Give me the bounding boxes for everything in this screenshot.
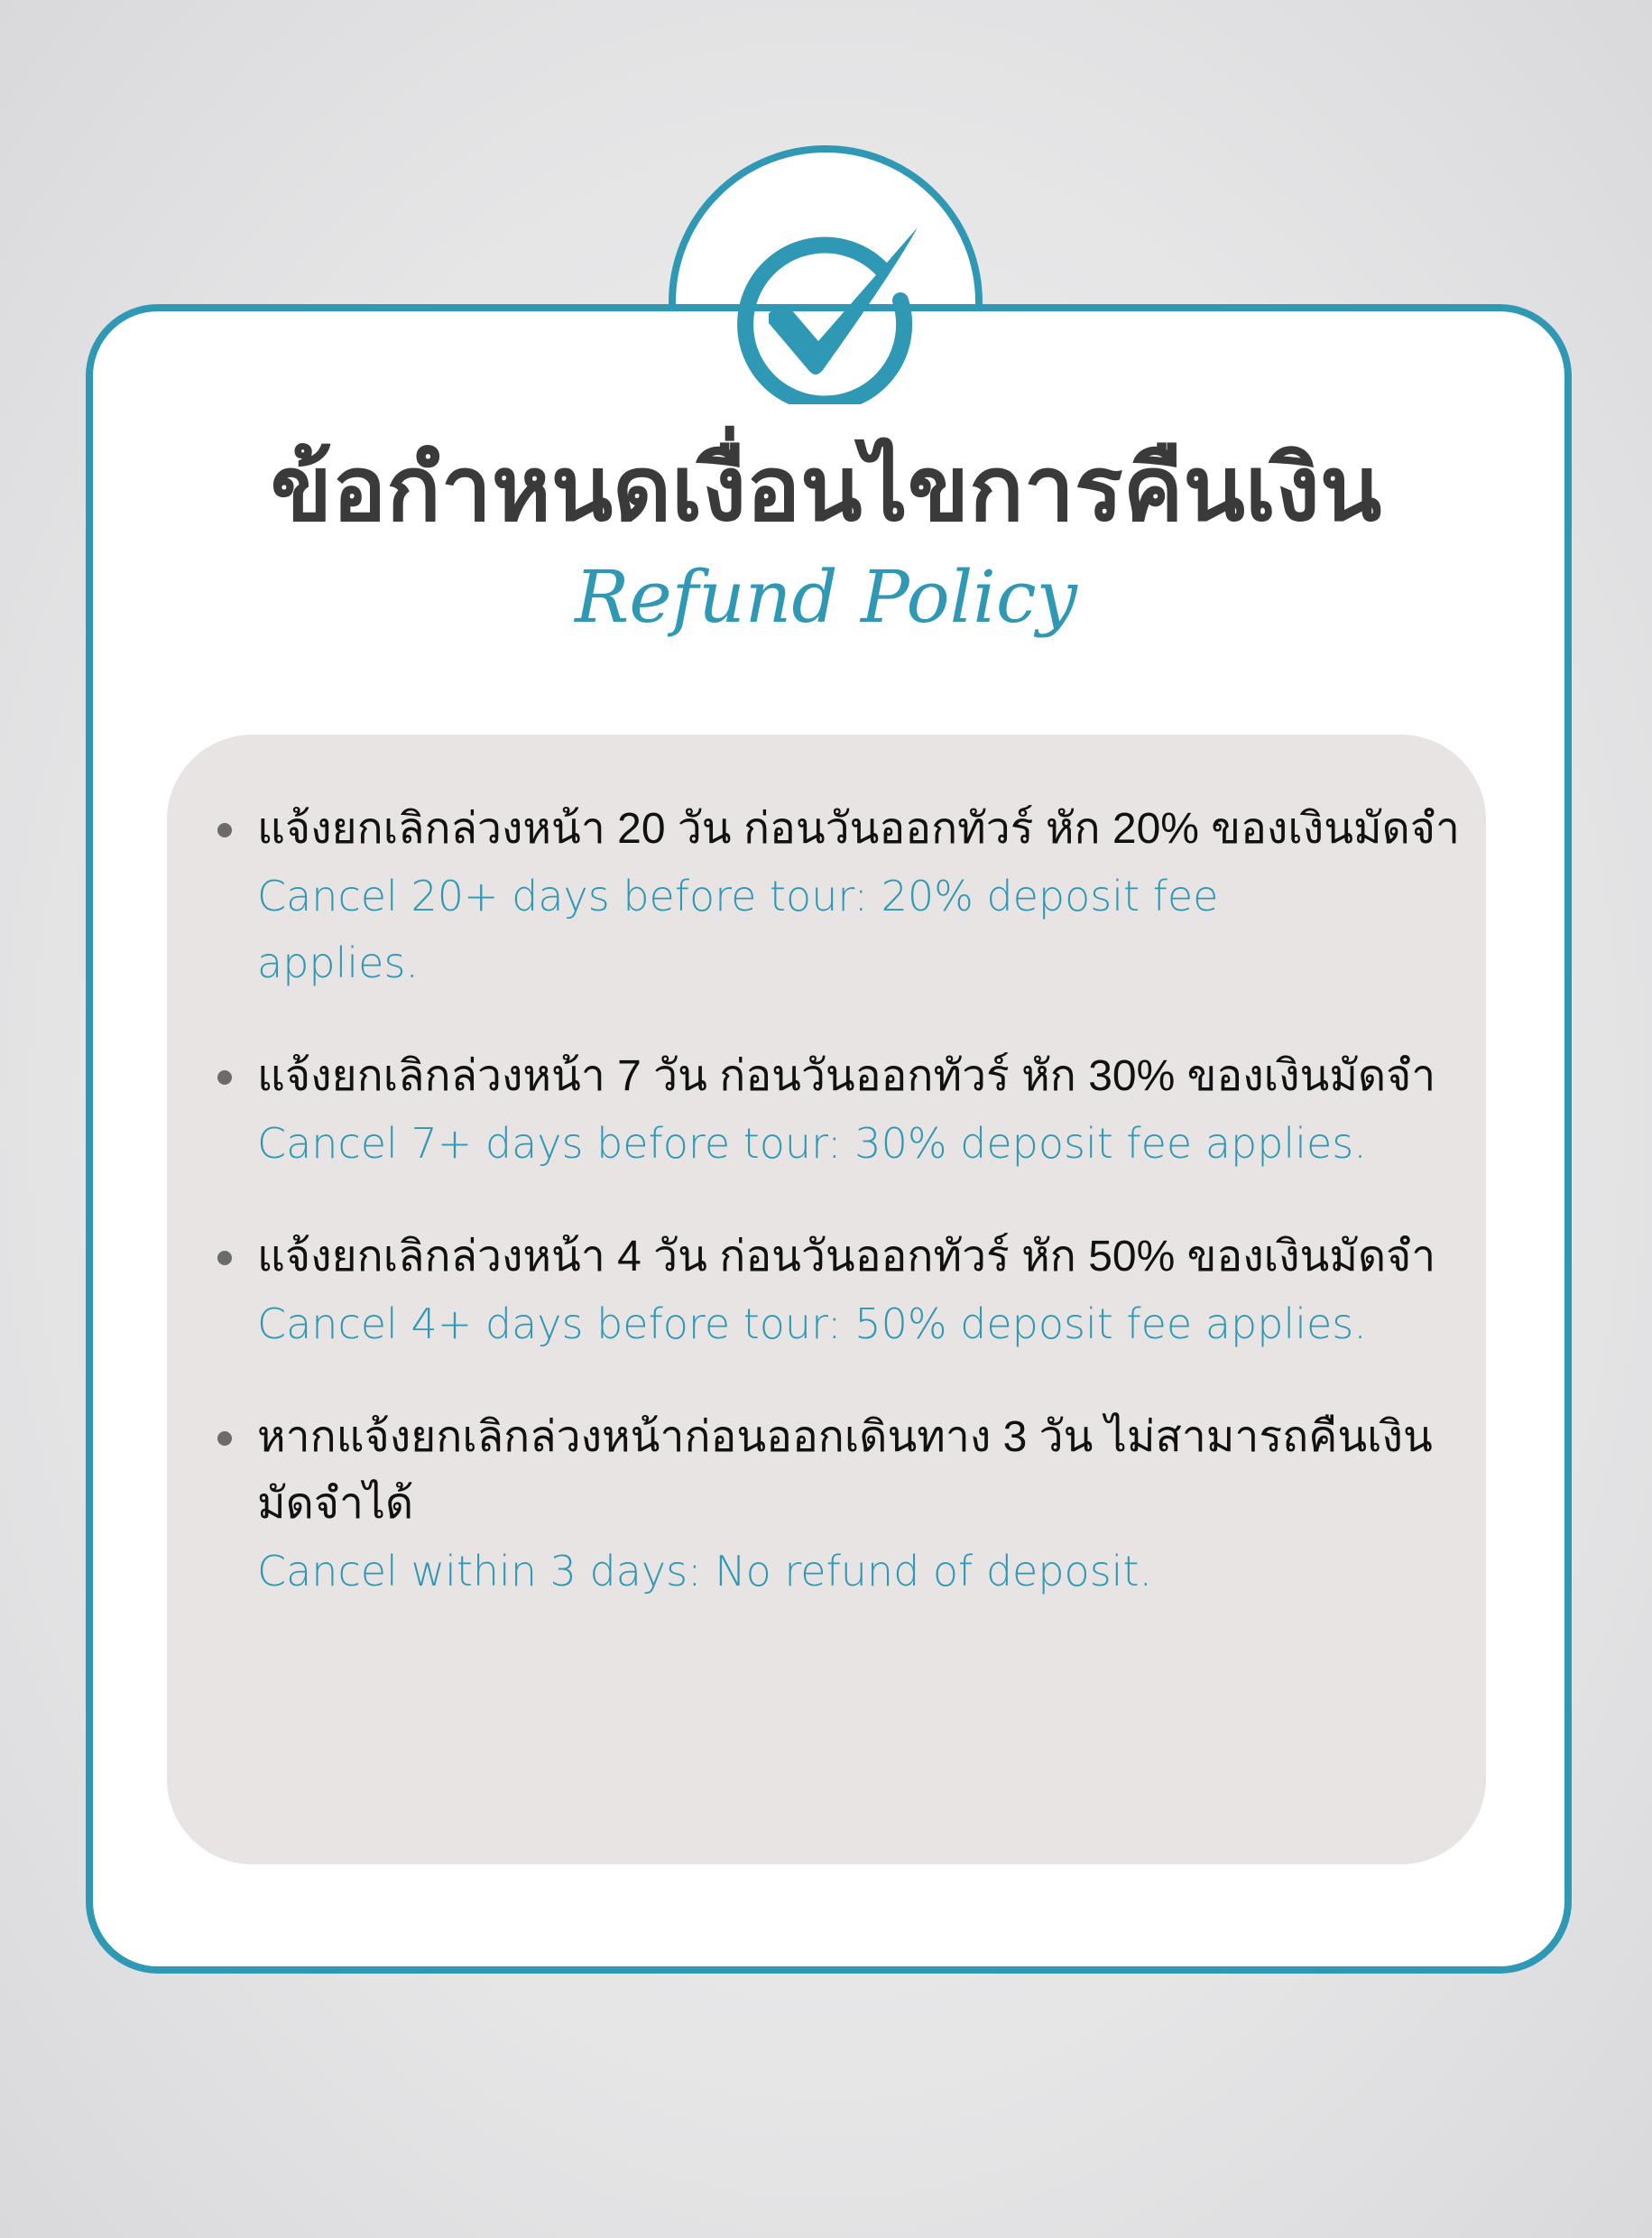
policy-text-en: Cancel within 3 days: No refund of depos…	[257, 1547, 1153, 1595]
policy-text-en: Cancel 7+ days before tour: 30% deposit …	[257, 1119, 1367, 1168]
bump-cover	[676, 311, 975, 429]
policy-item: แจ้งยกเลิกล่วงหน้า 7 วัน ก่อนวันออกทัวร์…	[217, 1043, 1466, 1177]
bullet-icon	[217, 823, 232, 837]
page-title: ข้อกำหนดเงื่อนไขการคืนเงิน	[270, 439, 1382, 540]
policy-text-th: หากแจ้งยกเลิกล่วงหน้าก่อนออกเดินทาง 3 วั…	[257, 1413, 1433, 1528]
policy-item: แจ้งยกเลิกล่วงหน้า 20 วัน ก่อนวันออกทัวร…	[217, 796, 1466, 996]
page-subtitle: Refund Policy	[575, 555, 1077, 639]
policy-text-en: Cancel 20+ days before tour: 20% deposit…	[257, 872, 1219, 987]
policy-text-en: Cancel 4+ days before tour: 50% deposit …	[257, 1299, 1367, 1348]
policy-item: แจ้งยกเลิกล่วงหน้า 4 วัน ก่อนวันออกทัวร์…	[217, 1224, 1466, 1357]
heading: ข้อกำหนดเงื่อนไขการคืนเงิน Refund Policy	[0, 433, 1652, 643]
policy-text-th: แจ้งยกเลิกล่วงหน้า 20 วัน ก่อนวันออกทัวร…	[257, 805, 1460, 853]
bullet-icon	[217, 1251, 232, 1265]
policy-panel: แจ้งยกเลิกล่วงหน้า 20 วัน ก่อนวันออกทัวร…	[167, 735, 1486, 1864]
check-circle-icon	[737, 227, 918, 404]
policy-text-th: แจ้งยกเลิกล่วงหน้า 7 วัน ก่อนวันออกทัวร์…	[257, 1052, 1436, 1100]
policy-item: หากแจ้งยกเลิกล่วงหน้าก่อนออกเดินทาง 3 วั…	[217, 1404, 1466, 1605]
bullet-icon	[217, 1070, 232, 1085]
bullet-icon	[217, 1431, 232, 1446]
policy-text-th: แจ้งยกเลิกล่วงหน้า 4 วัน ก่อนวันออกทัวร์…	[257, 1233, 1436, 1281]
